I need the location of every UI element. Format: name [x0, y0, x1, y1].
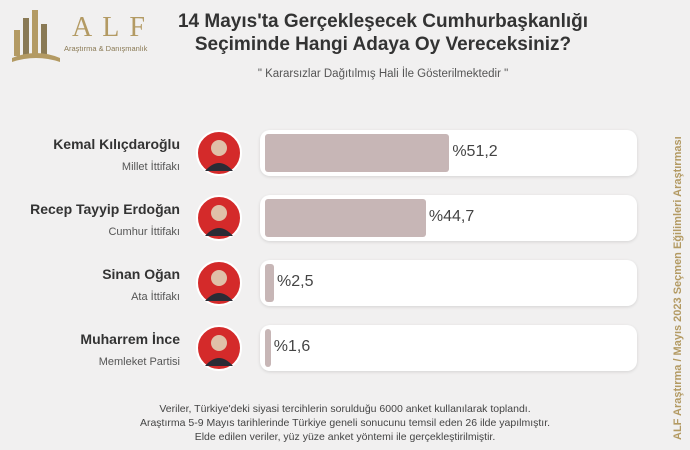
candidate-name: Muharrem İnce [80, 331, 180, 347]
subtitle: " Kararsızlar Dağıtılmış Hali İle Göster… [257, 68, 509, 80]
bar [265, 199, 426, 237]
logo-icon [12, 10, 60, 62]
avatar [196, 260, 242, 306]
bar [265, 134, 450, 172]
alliance: Ata İttifakı [131, 291, 180, 303]
bar [265, 264, 274, 302]
chart-title: 14 Mayıs'ta Gerçekleşecek Cumhurbaşkanlı… [177, 11, 589, 55]
value-label: %2,5 [277, 273, 314, 290]
value-label: %1,6 [273, 338, 311, 355]
bar [265, 329, 271, 367]
side-note: ALF Araştırma / Mayıs 2023 Seçmen Eğilim… [672, 136, 684, 440]
footer-line: Araştırma 5-9 Mayıs tarihlerinde Türkiye… [139, 417, 551, 429]
alliance: Memleket Partisi [98, 356, 180, 368]
value-label: %44,7 [428, 208, 475, 225]
candidate-name: Recep Tayyip Erdoğan [30, 201, 180, 217]
bar-track [260, 260, 637, 306]
alliance: Millet İttifakı [121, 161, 180, 173]
avatar [196, 130, 242, 176]
footer-line: Veriler, Türkiye'deki siyasi tercihlerin… [159, 403, 531, 415]
brand-tagline: Araştırma & Danışmanlık [64, 44, 148, 53]
footer-line: Elde edilen veriler, yüz yüze anket yönt… [194, 431, 496, 443]
candidate-name: Kemal Kılıçdaroğlu [53, 136, 180, 152]
alliance: Cumhur İttifakı [108, 226, 180, 238]
bar-track [260, 325, 637, 371]
brand: ALF [72, 12, 155, 43]
candidate-name: Sinan Oğan [102, 266, 180, 282]
avatar [196, 325, 242, 371]
value-label: %51,2 [452, 143, 498, 160]
avatar [196, 195, 242, 241]
